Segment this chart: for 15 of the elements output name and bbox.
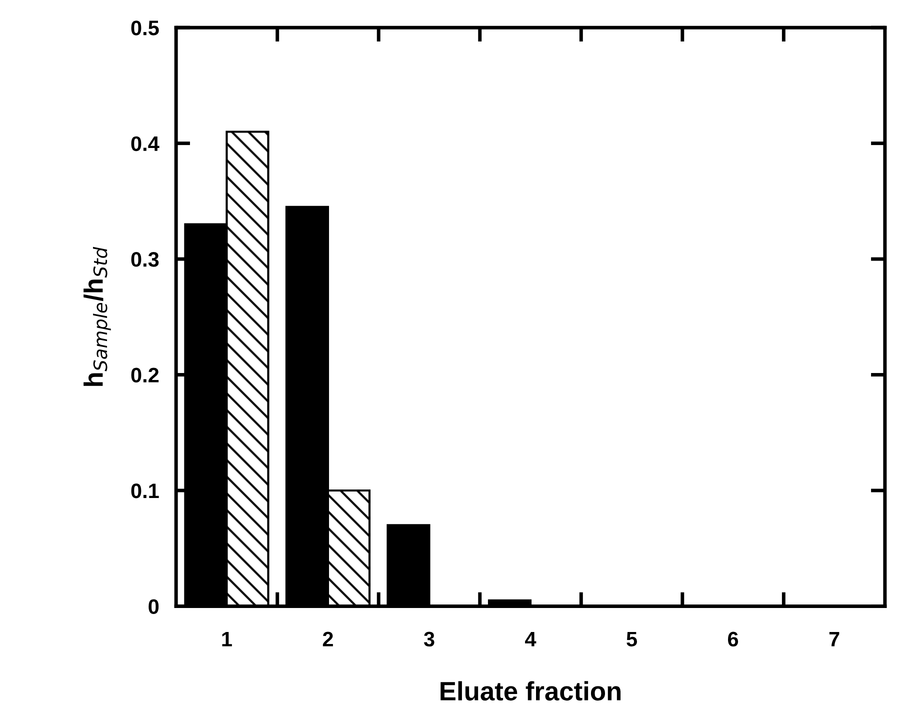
y-tick-label: 0.3: [131, 252, 159, 267]
y-tick-label: 0.2: [131, 368, 159, 383]
x-tick-label: 3: [424, 632, 434, 647]
x-tick-label: 2: [322, 632, 333, 646]
x-tick-label: 6: [728, 632, 738, 647]
y-tick-label: 0.1: [131, 483, 159, 498]
y-axis-title: h$_{Sample}$/h$_{Std}$: [84, 246, 111, 386]
x-tick-label: 7: [829, 632, 840, 646]
x-axis-title: Eluate fraction: [440, 681, 621, 701]
x-tick-label: 4: [525, 632, 536, 646]
y-tick-label: 0.5: [131, 20, 159, 36]
x-tick-label: 1: [222, 632, 232, 646]
y-tick-label: 0.4: [131, 136, 160, 152]
x-tick-label: 5: [626, 632, 637, 647]
y-tick-label: 0: [148, 599, 159, 614]
